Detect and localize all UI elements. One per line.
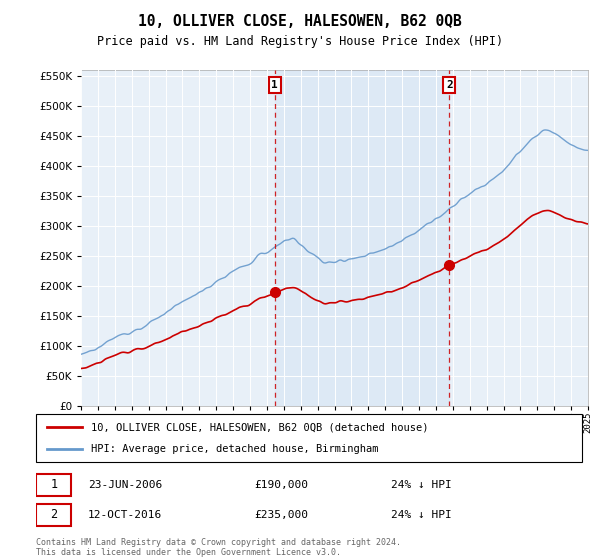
FancyBboxPatch shape [36, 474, 71, 496]
Text: Contains HM Land Registry data © Crown copyright and database right 2024.
This d: Contains HM Land Registry data © Crown c… [36, 538, 401, 557]
Text: 1: 1 [50, 478, 58, 491]
Text: 24% ↓ HPI: 24% ↓ HPI [391, 480, 452, 490]
Text: 23-JUN-2006: 23-JUN-2006 [88, 480, 162, 490]
FancyBboxPatch shape [36, 504, 71, 526]
Text: 10, OLLIVER CLOSE, HALESOWEN, B62 0QB: 10, OLLIVER CLOSE, HALESOWEN, B62 0QB [138, 14, 462, 29]
Text: 24% ↓ HPI: 24% ↓ HPI [391, 510, 452, 520]
Text: £190,000: £190,000 [254, 480, 308, 490]
Text: HPI: Average price, detached house, Birmingham: HPI: Average price, detached house, Birm… [91, 444, 378, 454]
Text: 10, OLLIVER CLOSE, HALESOWEN, B62 0QB (detached house): 10, OLLIVER CLOSE, HALESOWEN, B62 0QB (d… [91, 422, 428, 432]
Text: £235,000: £235,000 [254, 510, 308, 520]
FancyBboxPatch shape [36, 414, 582, 462]
Text: Price paid vs. HM Land Registry's House Price Index (HPI): Price paid vs. HM Land Registry's House … [97, 35, 503, 48]
Text: 2: 2 [446, 80, 452, 90]
Text: 1: 1 [271, 80, 278, 90]
Text: 12-OCT-2016: 12-OCT-2016 [88, 510, 162, 520]
Bar [275, 70, 449, 406]
Text: 2: 2 [50, 508, 58, 521]
